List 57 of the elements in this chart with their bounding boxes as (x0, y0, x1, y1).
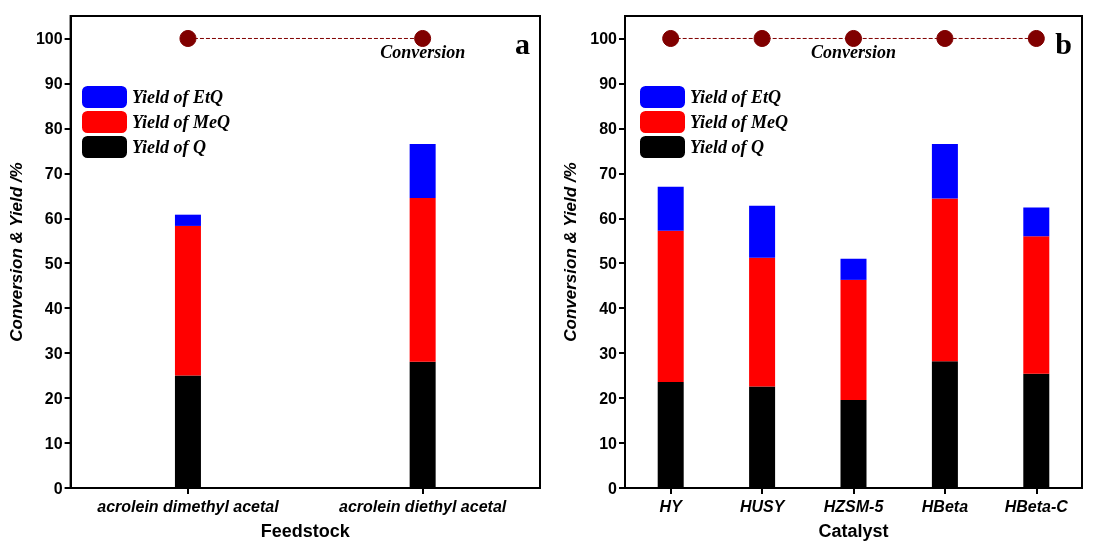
bar (409, 198, 436, 362)
legend-label: Yield of MeQ (690, 112, 788, 132)
legend-label: Yield of EtQ (132, 87, 223, 107)
y-tick-label: 90 (44, 74, 63, 92)
legend-label: Yield of MeQ (132, 112, 230, 132)
y-tick-label: 60 (44, 209, 63, 227)
legend-label: Yield of Q (690, 137, 764, 157)
legend-label: Yield of EtQ (690, 87, 781, 107)
y-tick-label: 80 (599, 119, 618, 137)
annotation: b (1055, 26, 1072, 60)
x-tick-label: HUSY (739, 497, 786, 515)
y-tick-label: 0 (53, 479, 63, 497)
y-tick-label: 40 (599, 299, 618, 317)
y-tick-label: 60 (599, 209, 618, 227)
bar (409, 144, 436, 199)
y-tick-label: 0 (608, 479, 618, 497)
legend-label: Yield of Q (132, 137, 206, 157)
bar (931, 198, 958, 362)
y-tick-label: 70 (599, 164, 618, 182)
y-axis-title: Conversion & Yield /% (7, 162, 26, 342)
y-tick-label: 30 (44, 344, 63, 362)
series-label: Conversion (810, 42, 897, 63)
y-tick-label: 90 (599, 74, 618, 92)
x-tick-label: HBeta-C (1004, 497, 1069, 515)
series-label: Conversion (380, 42, 466, 63)
x-axis-title: Catalyst (818, 521, 889, 541)
annotation: a (515, 26, 530, 60)
bar (931, 144, 958, 199)
y-tick-label: 10 (44, 434, 63, 452)
bar (657, 186, 684, 231)
bar (174, 225, 201, 376)
bar (749, 257, 776, 387)
x-tick-label: HY (659, 497, 684, 515)
y-tick-label: 40 (44, 299, 63, 317)
y-tick-label: 20 (44, 389, 63, 407)
bar (840, 279, 867, 400)
bar (174, 214, 201, 226)
y-tick-label: 30 (599, 344, 618, 362)
y-tick-label: 20 (599, 389, 618, 407)
x-tick-label: HZSM-5 (823, 497, 885, 515)
x-tick-label: acrolein diethyl acetal (339, 497, 507, 515)
x-tick-label: acrolein dimethyl acetal (97, 497, 280, 515)
y-tick-label: 70 (44, 164, 63, 182)
y-tick-label: 10 (599, 434, 618, 452)
y-tick-label: 50 (599, 254, 618, 272)
y-tick-label: 80 (44, 119, 63, 137)
bar (840, 258, 867, 280)
bar (1023, 207, 1050, 237)
x-tick-label: HBeta (921, 497, 969, 515)
y-tick-label: 100 (35, 29, 63, 47)
bar (1023, 236, 1050, 374)
bar (749, 205, 776, 258)
y-tick-label: 50 (44, 254, 63, 272)
x-axis-title: Feedstock (260, 521, 351, 541)
bar (657, 230, 684, 382)
y-axis-title: Conversion & Yield /% (561, 162, 581, 342)
y-tick-label: 100 (590, 29, 618, 47)
